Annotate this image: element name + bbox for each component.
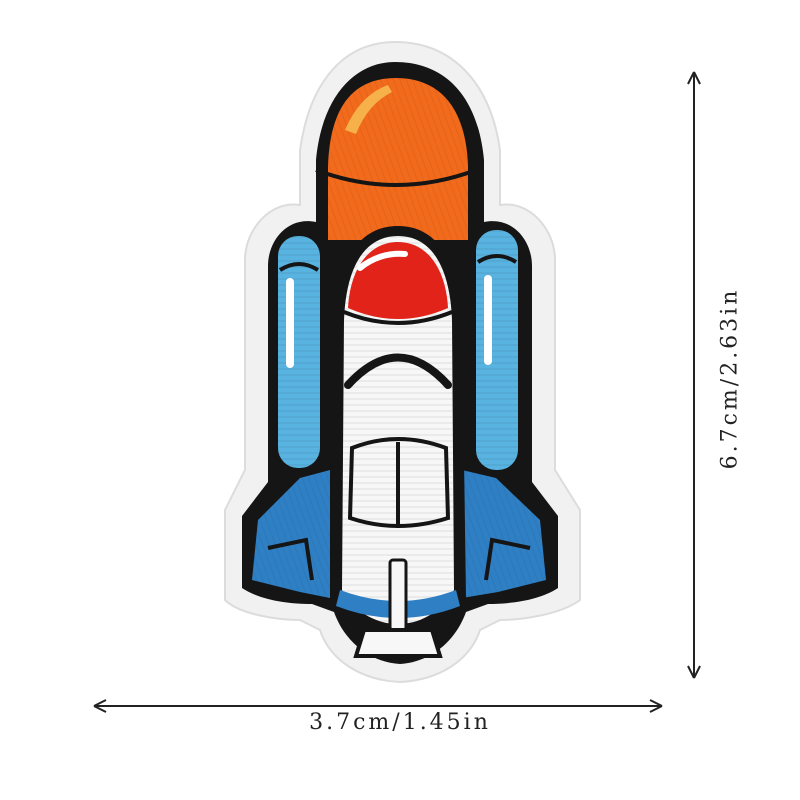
cargo-bay	[347, 437, 451, 528]
width-label: 3.7cm/1.45in	[309, 710, 491, 735]
tail-fin	[388, 558, 408, 632]
height-label: 6.7cm/2.63in	[717, 287, 743, 470]
cockpit-window	[344, 353, 452, 389]
tank-highlight	[345, 85, 392, 134]
height-dimension-arrow	[687, 71, 701, 679]
width-dimension-arrow	[93, 699, 663, 713]
tank-seam	[315, 168, 477, 187]
engine-nozzles	[353, 628, 443, 658]
